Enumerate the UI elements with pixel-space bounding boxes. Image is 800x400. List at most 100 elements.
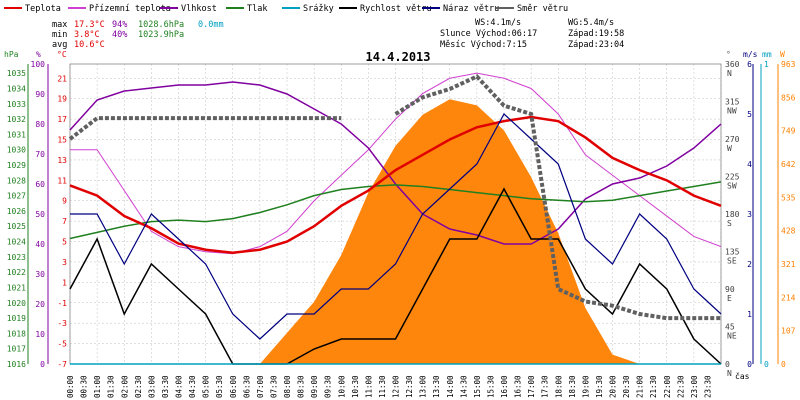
x-tick-label: 05:00 bbox=[202, 375, 211, 398]
chart-title: 14.4.2013 bbox=[365, 50, 430, 64]
stats-precip: 0.0mm bbox=[198, 20, 224, 30]
x-tick-label: 00:00 bbox=[66, 375, 75, 398]
tick-label-direction-name: N bbox=[727, 69, 732, 78]
tick-label-pressure_hpa: 1022 bbox=[7, 268, 26, 277]
legend-label: Přízemní teplota bbox=[89, 4, 171, 14]
tick-label-temperature_c: 5 bbox=[62, 238, 67, 247]
tick-label-pressure_hpa: 1029 bbox=[7, 161, 26, 170]
tick-label-direction-name: N bbox=[727, 369, 732, 378]
stats-max-press: 1028.6hPa bbox=[138, 20, 184, 30]
tick-label-temperature_c: -7 bbox=[57, 360, 67, 369]
x-tick-label: 11:30 bbox=[378, 375, 387, 398]
tick-label-humidity_pct: 90 bbox=[35, 90, 45, 99]
tick-label-temperature_c: 13 bbox=[57, 156, 67, 165]
axes: 1016101710181019102010211022102310241025… bbox=[7, 60, 796, 378]
stats-max-hum: 94% bbox=[112, 20, 127, 30]
tick-label-pressure_hpa: 1027 bbox=[7, 192, 26, 201]
stats-min-label: min bbox=[52, 30, 67, 40]
x-tick-label: 09:00 bbox=[310, 375, 319, 398]
tick-label-pressure_hpa: 1016 bbox=[7, 360, 26, 369]
x-tick-label: 22:30 bbox=[676, 375, 685, 398]
tick-label-wind_ms: 6 bbox=[747, 60, 752, 69]
x-tick-label: 07:30 bbox=[269, 375, 278, 398]
legend-label: Teplota bbox=[25, 4, 61, 14]
x-tick-label: 14:00 bbox=[446, 375, 455, 398]
x-tick-label: 06:00 bbox=[229, 375, 238, 398]
tick-label-temperature_c: 17 bbox=[57, 115, 67, 124]
tick-label-solar_w: 642 bbox=[781, 160, 796, 169]
tick-label-direction_deg: 0 bbox=[725, 360, 730, 369]
x-tick-label: 00:30 bbox=[80, 375, 89, 398]
tick-label-solar_w: 856 bbox=[781, 93, 796, 102]
x-tick-label: 04:00 bbox=[175, 375, 184, 398]
axis-header-degc: °C bbox=[57, 50, 67, 59]
legend-label: Vlhkost bbox=[181, 4, 217, 14]
tick-label-temperature_c: 9 bbox=[62, 197, 67, 206]
legend: Teplota Přízemní teplota Vlhkost Tlak Srážky… bbox=[4, 4, 568, 14]
tick-label-direction-name: SE bbox=[727, 257, 737, 266]
x-tick-label: 10:00 bbox=[337, 375, 346, 398]
tick-label-pressure_hpa: 1017 bbox=[7, 345, 26, 354]
x-axis-labels: 00:00 00:30 01:00 01:30 02:00 02:30 03:00 03:30… bbox=[66, 375, 712, 398]
series-solar-area bbox=[70, 99, 721, 365]
x-tick-label: 01:00 bbox=[93, 375, 102, 398]
tick-label-pressure_hpa: 1032 bbox=[7, 115, 26, 124]
info-sun: Slunce Východ:06:17 bbox=[440, 29, 537, 39]
x-tick-label: 23:00 bbox=[690, 375, 699, 398]
series-line-teplota bbox=[69, 115, 722, 255]
tick-label-humidity_pct: 30 bbox=[35, 270, 45, 279]
tick-label-humidity_pct: 40 bbox=[35, 240, 45, 249]
tick-label-solar_w: 428 bbox=[781, 227, 796, 236]
tick-label-pressure_hpa: 1033 bbox=[7, 100, 26, 109]
x-tick-label: 13:00 bbox=[419, 375, 428, 398]
x-tick-label: 04:30 bbox=[188, 375, 197, 398]
tick-label-pressure_hpa: 1024 bbox=[7, 238, 26, 247]
tick-label-direction-name: E bbox=[727, 294, 732, 303]
tick-label-pressure_hpa: 1028 bbox=[7, 176, 26, 185]
tick-label-pressure_hpa: 1019 bbox=[7, 314, 26, 323]
tick-label-temperature_c: -5 bbox=[57, 340, 67, 349]
info-wg: WG:5.4m/s bbox=[568, 18, 614, 28]
info-ws: WS:4.1m/s bbox=[475, 18, 521, 28]
x-tick-label: 08:00 bbox=[283, 375, 292, 398]
x-tick-label: 13:30 bbox=[432, 375, 441, 398]
tick-label-direction_deg: 225 bbox=[725, 173, 740, 182]
info-moon: Měsíc Východ:7:15 bbox=[440, 40, 527, 50]
x-tick-label: 16:00 bbox=[500, 375, 509, 398]
tick-label-direction-name: SW bbox=[727, 182, 737, 191]
tick-label-wind_ms: 2 bbox=[747, 260, 752, 269]
tick-label-humidity_pct: 80 bbox=[35, 120, 45, 129]
tick-label-direction-name: NE bbox=[727, 332, 737, 341]
tick-label-pressure_hpa: 1018 bbox=[7, 329, 26, 338]
tick-label-solar_w: 963 bbox=[781, 60, 796, 69]
tick-label-precip_mm: 1 bbox=[764, 60, 769, 69]
tick-label-humidity_pct: 0 bbox=[40, 360, 45, 369]
tick-label-temperature_c: -1 bbox=[57, 299, 67, 308]
tick-label-solar_w: 214 bbox=[781, 293, 796, 302]
stats-max-temp: 17.3°C bbox=[74, 20, 105, 30]
x-tick-label: 11:00 bbox=[364, 375, 373, 398]
series-line-tlak bbox=[69, 181, 722, 240]
tick-label-temperature_c: 21 bbox=[57, 74, 67, 83]
legend-label: Náraz větru bbox=[443, 4, 499, 14]
info-moon-set: Západ:23:04 bbox=[568, 40, 624, 50]
stats-min-hum: 40% bbox=[112, 30, 127, 40]
tick-label-wind_ms: 5 bbox=[747, 110, 752, 119]
tick-label-humidity_pct: 60 bbox=[35, 180, 45, 189]
tick-label-direction_deg: 360 bbox=[725, 60, 740, 69]
tick-label-pressure_hpa: 1021 bbox=[7, 283, 26, 292]
tick-label-wind_ms: 4 bbox=[747, 160, 752, 169]
x-tick-label: 17:30 bbox=[541, 375, 550, 398]
axis-header-pct: % bbox=[36, 50, 41, 59]
tick-label-solar_w: 535 bbox=[781, 193, 796, 202]
stats-block: max 17.3°C 94% 1028.6hPa 0.0mm min 3.8°C… bbox=[52, 20, 224, 50]
tick-label-pressure_hpa: 1034 bbox=[7, 84, 26, 93]
x-tick-label: 20:00 bbox=[609, 375, 618, 398]
stats-min-temp: 3.8°C bbox=[74, 30, 100, 40]
tick-label-pressure_hpa: 1020 bbox=[7, 299, 26, 308]
info-block: WS:4.1m/s WG:5.4m/s Slunce Východ:06:17 … bbox=[440, 18, 624, 50]
legend-label: Rychlost větru bbox=[360, 4, 432, 14]
tick-label-direction_deg: 45 bbox=[725, 323, 735, 332]
x-tick-label: 08:30 bbox=[297, 375, 306, 398]
